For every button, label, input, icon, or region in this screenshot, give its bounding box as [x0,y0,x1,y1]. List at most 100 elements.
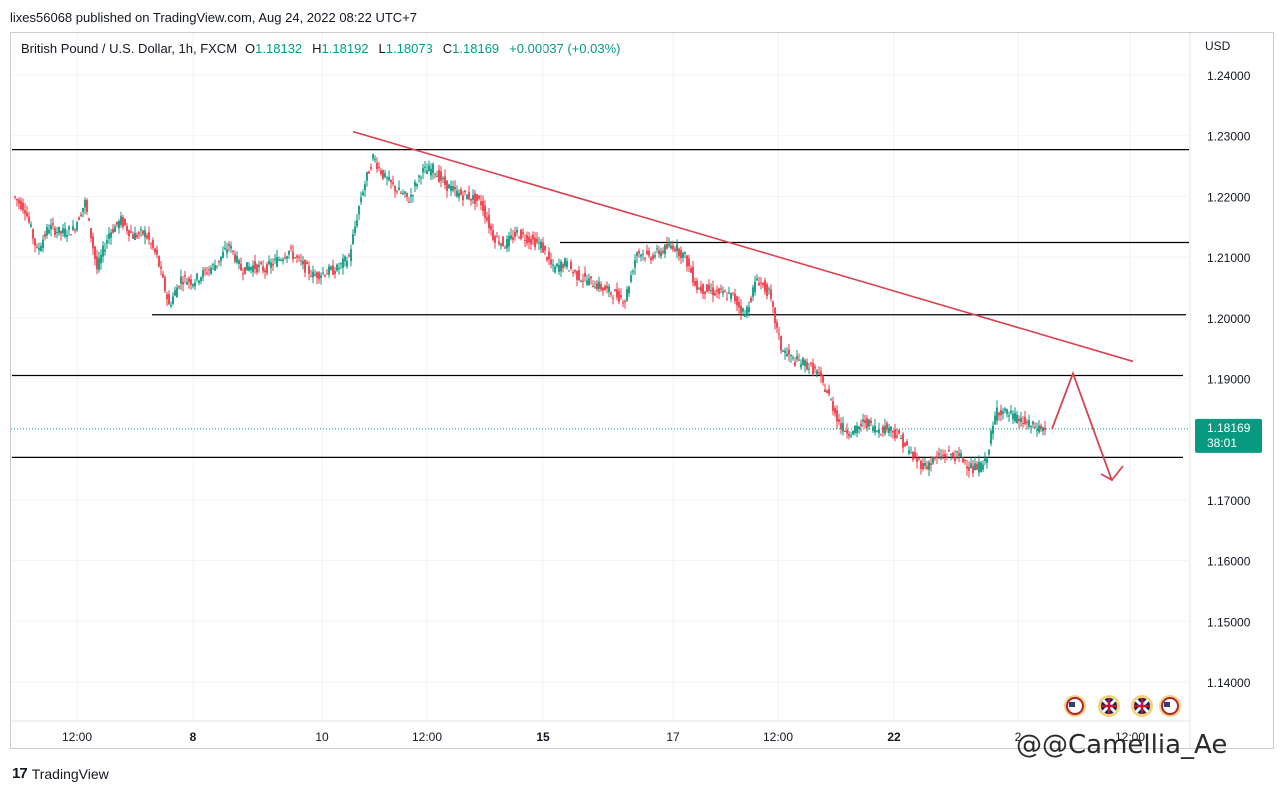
candle-body [922,463,924,470]
candle-body [452,186,454,191]
candle-body [202,270,204,278]
candle-body [602,287,604,291]
candle-body [880,434,882,436]
uk-flag-icon[interactable] [1098,695,1120,717]
candle-body [614,289,616,292]
candle-body [528,237,530,243]
candle-body [464,190,466,193]
candle-body [232,250,234,252]
candle-body [814,366,816,369]
candle-body [192,284,194,287]
candle-body [38,248,40,250]
candle-body [980,462,982,472]
candle-body [974,463,976,471]
candle-body [88,218,90,221]
candle-body [972,465,974,474]
candle-body [1038,425,1040,433]
x-tick-label: 12:00 [412,730,442,744]
candle-body [990,431,992,444]
candle-body [256,264,258,273]
candle-body [92,236,94,249]
candle-body [886,423,888,430]
us-flag-icon[interactable] [1064,695,1086,717]
candle-body [950,454,952,456]
candle-body [792,357,794,359]
candle-body [1030,425,1032,427]
candle-body [816,370,818,375]
candle-body [712,287,714,296]
open-value: 1.18132 [255,41,303,56]
candle-body [274,258,276,260]
candle-body [1020,417,1022,422]
candle-body [144,230,146,238]
candle-body [1016,414,1018,424]
candle-body [124,218,126,225]
candle-body [516,229,518,233]
candle-body [758,282,760,286]
uk-flag-icon[interactable] [1131,695,1153,717]
candle-body [1000,410,1002,416]
candle-body [780,336,782,351]
candle-body [254,261,256,269]
candle-body [270,262,272,268]
candle-body [1018,418,1020,422]
candle-body [414,182,416,187]
candle-body [448,184,450,189]
candle-body [470,198,472,201]
candle-body [212,264,214,266]
candle-body [130,231,132,233]
candle-body [820,371,822,377]
projection-arrow [1051,370,1113,481]
candle-body [162,273,164,278]
candle-body [218,260,220,263]
candle-body [912,451,914,460]
candle-body [30,224,32,227]
tradingview-footer[interactable]: 17 TradingView [12,765,109,782]
candle-body [246,262,248,271]
candle-body [110,232,112,238]
candle-body [164,277,166,292]
candle-body [284,257,286,259]
candle-body [544,245,546,251]
candle-body [34,238,36,246]
candle-body [286,256,288,259]
candle-body [96,256,98,270]
candle-body [790,355,792,357]
candle-body [830,399,832,401]
candle-body [60,230,62,234]
candle-body [660,251,662,257]
candle-body [16,199,18,201]
candle-body [984,458,986,462]
candle-body [400,192,402,194]
us-flag-icon[interactable] [1159,695,1181,717]
candle-body [158,255,160,267]
candle-body [42,239,44,248]
candle-body [546,257,548,261]
candle-body [894,429,896,439]
candle-body [794,362,796,366]
y-tick-label: 1.17000 [1207,494,1251,508]
candle-body [622,302,624,304]
candle-body [386,177,388,179]
candle-body [668,243,670,246]
candle-body [266,264,268,274]
candle-body [818,372,820,374]
candle-body [314,274,316,276]
candle-body [932,457,934,464]
candle-body [862,419,864,422]
candle-body [302,261,304,265]
candle-body [118,220,120,229]
candle-body [756,278,758,281]
candle-body [674,248,676,251]
candle-body [714,292,716,296]
candle-body [424,166,426,168]
candle-body [376,162,378,169]
candle-body [408,201,410,203]
candle-body [326,273,328,275]
candle-body [616,289,618,298]
candle-body [230,245,232,249]
candle-body [644,258,646,260]
candle-body [564,258,566,267]
candle-body [598,281,600,289]
